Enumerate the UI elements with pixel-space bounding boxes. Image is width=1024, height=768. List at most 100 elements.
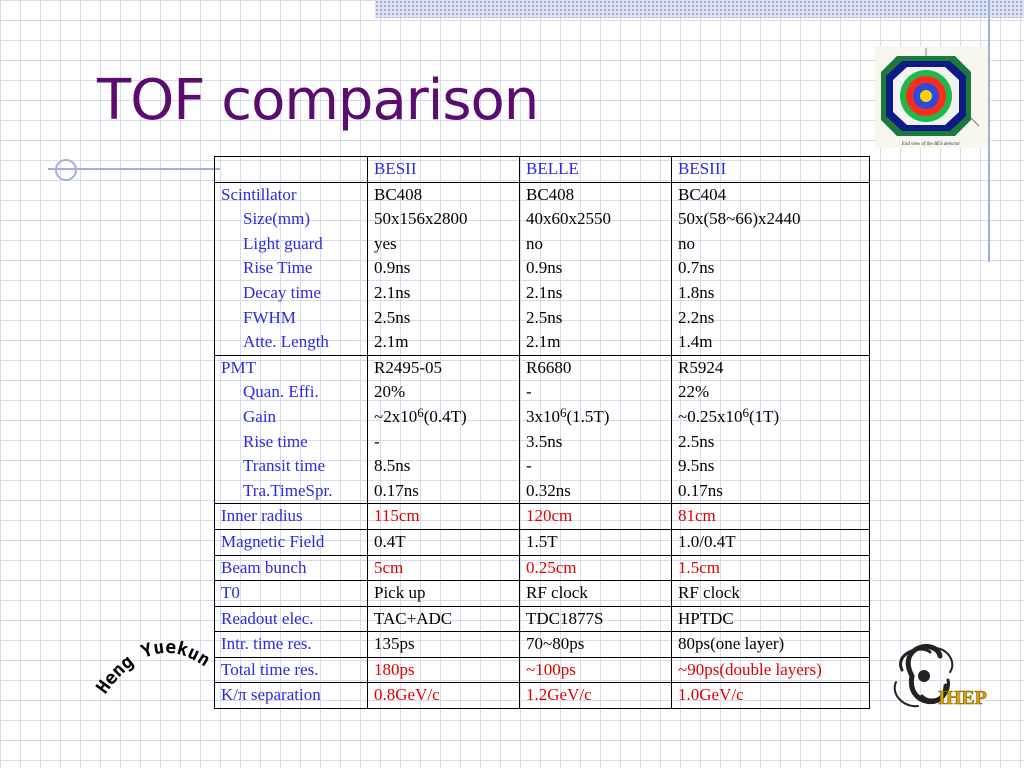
cell-besii: Pick up bbox=[367, 580, 520, 607]
cell-value: 2.1ns bbox=[526, 282, 563, 302]
beam-bunch-row: Beam bunch 5cm 0.25cm 1.5cm bbox=[214, 554, 870, 582]
cell-value: - bbox=[526, 382, 532, 402]
row-label: Beam bunch bbox=[214, 554, 368, 582]
cell-belle: 0.25cm bbox=[519, 554, 672, 582]
scint-sub-fwhm: FWHM bbox=[243, 307, 296, 327]
cell-value: no bbox=[526, 233, 543, 253]
cell-value: BC408 bbox=[374, 184, 423, 204]
cell-value: 2.5ns bbox=[526, 307, 563, 327]
cell-value: R2495-05 bbox=[374, 357, 442, 377]
gain-field: (0.4T) bbox=[423, 406, 467, 426]
gain-base: ~2x10 bbox=[374, 406, 418, 426]
cell-belle: 1.2GeV/c bbox=[519, 682, 672, 710]
cell-besiii: HPTDC bbox=[671, 605, 870, 633]
row-label: Inner radius bbox=[214, 503, 368, 530]
header-belle: BELLE bbox=[519, 156, 672, 183]
cell-besii: 180ps bbox=[367, 656, 520, 684]
cell-value: R6680 bbox=[526, 357, 572, 377]
cell-value: 9.5ns bbox=[678, 456, 715, 476]
logo-text: IHEP bbox=[938, 687, 987, 709]
gain-field: (1T) bbox=[748, 406, 780, 426]
cell-value: 1.4m bbox=[678, 332, 713, 352]
header-besiii: BESIII bbox=[671, 156, 870, 183]
pmt-sub-transit: Transit time bbox=[243, 456, 326, 476]
cell-value: 0.32ns bbox=[526, 480, 571, 500]
cell-value: 0.17ns bbox=[374, 480, 419, 500]
cell-belle: 120cm bbox=[519, 503, 672, 530]
cell-value: 22% bbox=[678, 382, 710, 402]
author-signature: Heng Yuekun bbox=[92, 627, 235, 707]
scint-sub-risetime: Rise Time bbox=[243, 258, 313, 278]
scint-sub-decaytime: Decay time bbox=[243, 282, 321, 302]
cell-value: 50x156x2800 bbox=[374, 209, 468, 229]
cell-besii: 115cm bbox=[367, 503, 520, 530]
cell-belle: ~100ps bbox=[519, 656, 672, 684]
cell-belle: 70~80ps bbox=[519, 631, 672, 658]
row-label: Intr. time res. bbox=[214, 631, 368, 658]
cell-value: yes bbox=[374, 233, 397, 253]
cell-value: BC408 bbox=[526, 184, 575, 204]
readout-elec-row: Readout elec. TAC+ADC TDC1877S HPTDC bbox=[214, 605, 870, 633]
pmt-besii: R2495-05 20% ~2x106(0.4T) - 8.5ns 0.17ns bbox=[367, 354, 520, 505]
cell-value: 2.2ns bbox=[678, 307, 715, 327]
cell-besiii: 1.0GeV/c bbox=[671, 682, 870, 710]
pmt-belle: R6680 - 3x106(1.5T) 3.5ns - 0.32ns bbox=[519, 354, 672, 505]
gain-base: 3x10 bbox=[526, 406, 560, 426]
cell-value: 8.5ns bbox=[374, 456, 411, 476]
cell-value: 0.9ns bbox=[374, 258, 411, 278]
gain-field: (1.5T) bbox=[566, 406, 610, 426]
cell-value: 50x(58~66)x2440 bbox=[678, 209, 801, 229]
magnetic-field-row: Magnetic Field 0.4T 1.5T 1.0/0.4T bbox=[214, 528, 870, 556]
tof-comparison-table: BESII BELLE BESIII Scintillator Size(mm)… bbox=[214, 156, 870, 710]
decorative-vertical-line bbox=[988, 0, 990, 262]
ihep-logo: IHEP bbox=[876, 636, 1000, 716]
pmt-sub-gain: Gain bbox=[243, 406, 277, 426]
scint-sub-atte: Atte. Length bbox=[243, 332, 329, 352]
cell-besii: 0.4T bbox=[367, 528, 520, 556]
cell-belle: TDC1877S bbox=[519, 605, 672, 633]
scintillator-besiii: BC404 50x(58~66)x2440 no 0.7ns 1.8ns 2.2… bbox=[671, 181, 870, 356]
cell-value: 2.1m bbox=[526, 332, 561, 352]
scintillator-besii: BC408 50x156x2800 yes 0.9ns 2.1ns 2.5ns … bbox=[367, 181, 520, 356]
cell-besii: 0.8GeV/c bbox=[367, 682, 520, 710]
detector-diagram-image: End view of the BES detector bbox=[875, 46, 988, 148]
top-pattern-bar bbox=[375, 0, 1024, 18]
decorative-circle bbox=[55, 159, 77, 181]
cell-value: 2.1ns bbox=[374, 282, 411, 302]
total-time-res-row: Total time res. 180ps ~100ps ~90ps(doubl… bbox=[214, 656, 870, 684]
table-header-row: BESII BELLE BESIII bbox=[214, 156, 870, 183]
row-label: Magnetic Field bbox=[214, 528, 368, 556]
pmt-labels: PMT Quan. Effi. Gain Rise time Transit t… bbox=[214, 354, 368, 505]
cell-besiii: ~90ps(double layers) bbox=[671, 656, 870, 684]
cell-besii: 135ps bbox=[367, 631, 520, 658]
cell-value: 2.5ns bbox=[374, 307, 411, 327]
row-label: Readout elec. bbox=[214, 605, 368, 633]
slide-title: TOF comparison bbox=[97, 68, 539, 133]
cell-belle: 1.5T bbox=[519, 528, 672, 556]
cell-value: no bbox=[678, 233, 695, 253]
decorative-horizontal-line bbox=[48, 168, 220, 170]
cell-besii: 5cm bbox=[367, 554, 520, 582]
cell-value: 2.5ns bbox=[678, 431, 715, 451]
header-empty bbox=[214, 156, 368, 183]
pmt-besiii: R5924 22% ~0.25x106(1T) 2.5ns 9.5ns 0.17… bbox=[671, 354, 870, 505]
pmt-sub-rise: Rise time bbox=[243, 431, 308, 451]
gain-exponent: 6 bbox=[560, 404, 567, 420]
cell-besiii: RF clock bbox=[671, 580, 870, 607]
cell-value: R5924 bbox=[678, 357, 724, 377]
gain-base: ~0.25x10 bbox=[678, 406, 743, 426]
gain-value: 3x106(1.5T) bbox=[526, 405, 671, 430]
scintillator-belle: BC408 40x60x2550 no 0.9ns 2.1ns 2.5ns 2.… bbox=[519, 181, 672, 356]
cell-value: 3.5ns bbox=[526, 431, 563, 451]
scintillator-label: Scintillator bbox=[221, 184, 297, 204]
detector-caption: End view of the BES detector bbox=[901, 142, 961, 147]
gain-exponent: 6 bbox=[417, 404, 424, 420]
pmt-label: PMT bbox=[221, 357, 256, 377]
row-label: Total time res. bbox=[214, 656, 368, 684]
cell-value: 2.1m bbox=[374, 332, 409, 352]
cell-belle: RF clock bbox=[519, 580, 672, 607]
pmt-sub-tts: Tra.TimeSpr. bbox=[243, 480, 333, 500]
cell-besiii: 80ps(one layer) bbox=[671, 631, 870, 658]
scintillator-row: Scintillator Size(mm) Light guard Rise T… bbox=[214, 181, 870, 356]
cell-value: 1.8ns bbox=[678, 282, 715, 302]
